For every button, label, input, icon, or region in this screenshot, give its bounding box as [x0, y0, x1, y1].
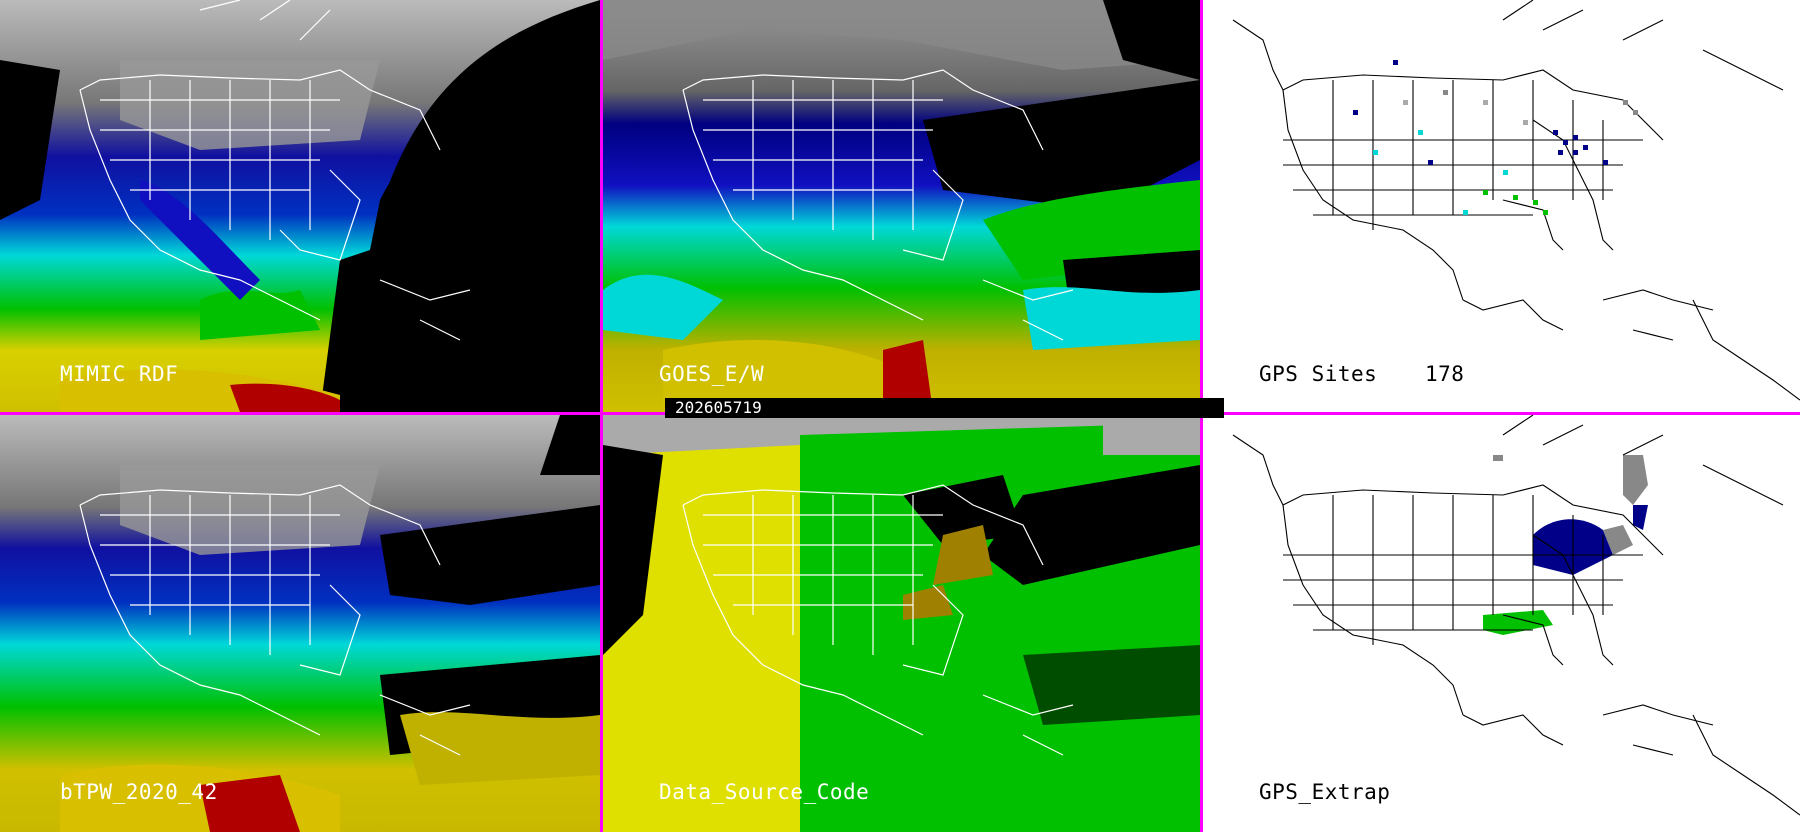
timestamp-bar: 202605719: [665, 398, 1224, 418]
data-source-map: [603, 415, 1200, 832]
panel-goes: GOES_E/W: [603, 0, 1200, 412]
panel-gps-sites: GPS Sites 178: [1203, 0, 1800, 412]
gps-extrap-map: [1232, 415, 1800, 816]
goes-label: GOES_E/W: [659, 362, 765, 386]
btpw-label: bTPW_2020_42: [60, 780, 218, 804]
divider-vertical-left: [600, 0, 603, 832]
data-source-label: Data_Source_Code: [659, 780, 870, 804]
panel-mimic-rdf: MIMIC RDF: [0, 0, 600, 412]
gps-sites-map: [1232, 0, 1800, 401]
gps-sites-label: GPS Sites: [1259, 362, 1378, 386]
gps-sites-count: 178: [1425, 362, 1465, 386]
goes-map: [603, 0, 1200, 412]
panel-gps-extrap: GPS_Extrap: [1203, 415, 1800, 832]
mimic-rdf-label: MIMIC RDF: [60, 362, 179, 386]
panel-btpw: bTPW_2020_42: [0, 415, 600, 832]
gps-extrap-label: GPS_Extrap: [1259, 780, 1391, 804]
btpw-map: [0, 415, 600, 832]
panel-data-source: Data_Source_Code: [603, 415, 1200, 832]
mimic-rdf-map: [0, 0, 600, 412]
